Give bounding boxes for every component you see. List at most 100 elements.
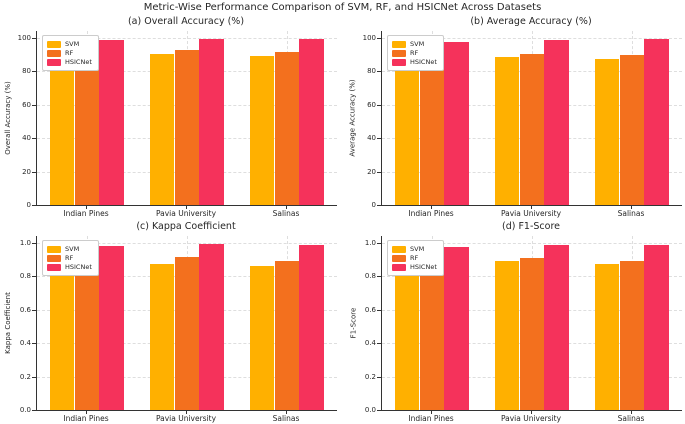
y-tick-mark (32, 104, 36, 106)
bar-svm (149, 54, 175, 205)
legend-swatch-svm (392, 245, 406, 253)
chart-kappa-coefficient: (c) Kappa Coefficient Kappa Coefficient … (0, 218, 342, 424)
legend-label: SVM (410, 245, 425, 253)
legend-label: SVM (410, 40, 425, 48)
legend-entry-rf: RF (47, 49, 92, 57)
y-tick-label: 0.6 (364, 305, 376, 314)
y-tick-label: 0.8 (19, 272, 31, 281)
x-tick-label: Salinas (272, 209, 300, 218)
legend-swatch-rf (392, 49, 406, 57)
legend-swatch-rf (392, 254, 406, 262)
bar-svm (594, 58, 620, 205)
y-axis-label: F1-Score (347, 236, 359, 410)
plot-area: SVM RF HSICNet (36, 31, 337, 206)
y-axis-label: Overall Accuracy (%) (2, 31, 14, 205)
legend-swatch-hsicnet (392, 263, 406, 271)
bar-hsicnet (299, 244, 325, 410)
y-axis-label-text: Overall Accuracy (%) (4, 81, 13, 155)
x-tick-mark (286, 205, 287, 209)
bar-svm (249, 56, 275, 205)
bar-hsicnet (199, 39, 225, 205)
legend-entry-hsicnet: HSICNet (47, 263, 92, 271)
x-tick-label: Indian Pines (63, 414, 109, 423)
bar-rf (519, 54, 545, 205)
y-tick-label: 40 (22, 134, 31, 143)
bar-rf (274, 261, 300, 410)
y-tick-label: 0.6 (19, 305, 31, 314)
legend-label: RF (410, 254, 419, 262)
x-tick-mark (431, 205, 432, 209)
y-tick-label: 20 (22, 167, 31, 176)
legend: SVM RF HSICNet (387, 35, 444, 71)
y-tick-label: 0.2 (19, 372, 31, 381)
y-tick-mark (32, 276, 36, 278)
y-tick-label: 80 (367, 67, 376, 76)
y-tick-mark (32, 309, 36, 311)
y-tick-label: 60 (22, 100, 31, 109)
x-tick-mark (631, 410, 632, 414)
y-tick-label: 0 (371, 201, 376, 209)
y-tick-mark (32, 242, 36, 244)
legend-entry-hsicnet: HSICNet (47, 58, 92, 66)
y-tick-mark (32, 410, 36, 411)
legend-label: HSICNet (65, 263, 92, 271)
legend-entry-rf: RF (392, 49, 437, 57)
legend-label: HSICNet (410, 263, 437, 271)
x-tick-mark (431, 410, 432, 414)
y-tick-label: 1.0 (19, 238, 31, 247)
bar-hsicnet (299, 38, 325, 205)
bar-rf (74, 268, 100, 410)
legend-entry-rf: RF (47, 254, 92, 262)
y-tick-mark (377, 71, 381, 73)
chart-average-accuracy: (b) Average Accuracy (%) Average Accurac… (345, 13, 685, 219)
y-tick-mark (32, 205, 36, 206)
x-tick-mark (631, 205, 632, 209)
legend: SVM RF HSICNet (42, 35, 99, 71)
bar-rf (519, 257, 545, 410)
bar-svm (49, 274, 75, 410)
y-tick-mark (377, 37, 381, 39)
legend-entry-svm: SVM (392, 40, 437, 48)
subplot-title: (d) F1-Score (501, 221, 560, 232)
bar-svm (394, 67, 420, 205)
legend-entry-svm: SVM (47, 40, 92, 48)
legend-label: SVM (65, 245, 80, 253)
bar-hsicnet (444, 247, 470, 410)
y-tick-mark (32, 71, 36, 73)
y-tick-mark (32, 37, 36, 39)
y-tick-mark (377, 171, 381, 173)
bar-svm (49, 65, 75, 205)
bar-svm (394, 270, 420, 410)
x-tick-mark (186, 410, 187, 414)
legend-swatch-hsicnet (392, 58, 406, 66)
x-tick-mark (86, 410, 87, 414)
legend-entry-svm: SVM (47, 245, 92, 253)
bar-hsicnet (99, 245, 125, 410)
x-tick-label: Indian Pines (408, 209, 454, 218)
x-tick-label: Pavia University (500, 209, 562, 218)
y-tick-label: 40 (367, 134, 376, 143)
y-tick-mark (377, 343, 381, 345)
legend-label: HSICNet (65, 58, 92, 66)
x-tick-mark (186, 205, 187, 209)
subplot-title: (a) Overall Accuracy (%) (127, 16, 245, 27)
legend-label: SVM (65, 40, 80, 48)
legend-swatch-hsicnet (47, 263, 61, 271)
bar-hsicnet (199, 244, 225, 410)
x-tick-mark (531, 410, 532, 414)
x-tick-mark (86, 205, 87, 209)
y-tick-mark (377, 276, 381, 278)
y-tick-mark (377, 242, 381, 244)
bar-rf (74, 57, 100, 205)
bar-svm (494, 260, 520, 410)
legend-swatch-rf (47, 254, 61, 262)
bar-rf (174, 256, 200, 410)
y-tick-mark (377, 205, 381, 206)
x-tick-label: Pavia University (155, 414, 217, 423)
legend-swatch-svm (47, 40, 61, 48)
plot-area: SVM RF HSICNet (36, 236, 337, 411)
y-axis-label-text: Average Accuracy (%) (349, 79, 357, 157)
bar-svm (594, 264, 620, 410)
y-tick-label: 0.4 (19, 339, 31, 348)
